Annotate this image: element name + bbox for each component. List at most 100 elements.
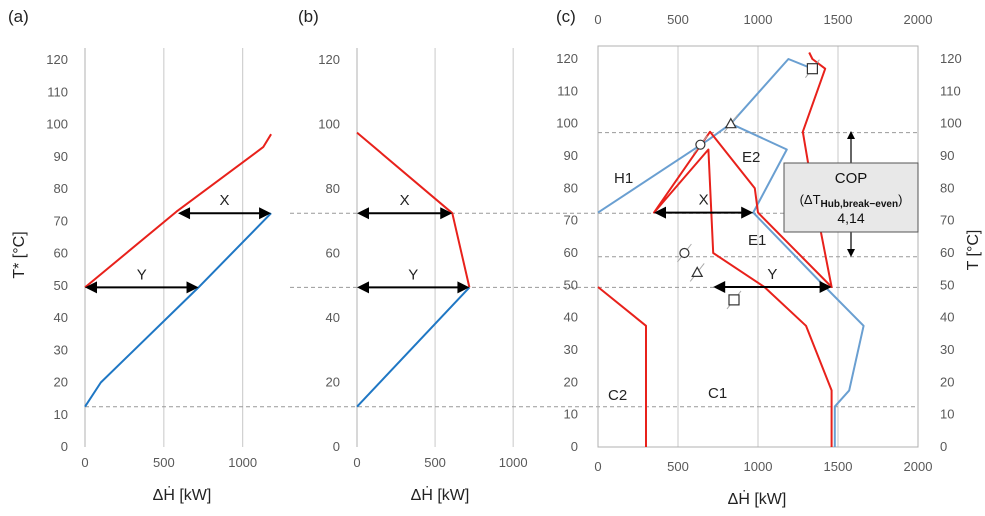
y-tick-a-4: 40 [54, 310, 68, 325]
arrow-head-right-b-0 [440, 207, 453, 220]
y-tick-a-0: 0 [61, 439, 68, 454]
cop-condition: (ΔTHub,break−even) [800, 192, 903, 210]
series-line-a-0 [84, 133, 272, 289]
marker-circle-2 [695, 139, 706, 150]
x2-tick-c-0: 0 [594, 12, 601, 27]
arrow-label-a-0: X [220, 192, 230, 209]
arrow-label-c-0: X [699, 192, 709, 209]
y-axis-title-left: T* [°C] [11, 231, 28, 278]
x2-tick-c-1: 500 [667, 12, 689, 27]
frame-layer [84, 45, 919, 448]
series-line-c-3 [597, 286, 647, 447]
marker-circle-3 [679, 247, 690, 259]
series-layer [84, 52, 865, 447]
x-tick-b-1: 500 [424, 455, 446, 470]
series-line-c-1 [730, 122, 865, 447]
cop-box [783, 162, 919, 233]
marker-triangle-4 [691, 266, 704, 277]
y2-tick-c-3: 30 [940, 342, 954, 357]
y-tick-a-6: 60 [54, 246, 68, 261]
arrow-head-right-b-1 [457, 281, 470, 294]
region-label-c1: C1 [708, 385, 727, 402]
arrow-head-left-b-1 [357, 281, 369, 294]
arrow-head-right-a-0 [259, 207, 272, 220]
arrow-head-right-c-1 [819, 280, 832, 293]
x-tick-c-4: 2000 [904, 459, 933, 474]
region-label-e2: E2 [742, 149, 760, 166]
y-tick-c-12: 120 [556, 51, 578, 66]
y-tick-b-1: 20 [326, 375, 340, 390]
arrow-head-left-c-1 [713, 280, 726, 293]
y2-tick-c-9: 90 [940, 148, 954, 163]
x-tick-c-2: 1000 [744, 459, 773, 474]
y2-tick-c-4: 40 [940, 310, 954, 325]
y2-tick-c-7: 70 [940, 213, 954, 228]
cop-title: COP [835, 170, 868, 187]
y-tick-b-5: 100 [318, 117, 340, 132]
y-tick-b-3: 60 [326, 246, 340, 261]
x-tick-a-2: 1000 [228, 455, 257, 470]
y-tick-a-3: 30 [54, 342, 68, 357]
y-tick-a-1: 10 [54, 407, 68, 422]
y-tick-c-9: 90 [564, 148, 578, 163]
arrow-head-left-a-0 [178, 207, 191, 220]
y2-tick-c-1: 10 [940, 407, 954, 422]
arrow-head-left-a-1 [85, 281, 97, 294]
series-line-c-2 [653, 52, 833, 447]
arrow-label-b-1: Y [408, 266, 418, 283]
y-tick-b-0: 0 [333, 439, 340, 454]
x-tick-a-0: 0 [81, 455, 88, 470]
marker-square-5 [728, 294, 740, 306]
x-tick-a-1: 500 [153, 455, 175, 470]
panel-label-c: (c) [556, 7, 576, 26]
arrow-head-right-a-1 [186, 281, 199, 294]
arrow-label-c-1: Y [767, 266, 777, 283]
marker-square-0 [806, 63, 819, 75]
x-tick-b-2: 1000 [499, 455, 528, 470]
grid-layer [84, 46, 919, 447]
cop-condition-open: (ΔT [800, 192, 821, 207]
y-tick-c-11: 110 [557, 83, 578, 98]
y-tick-a-7: 70 [54, 213, 68, 228]
x2-tick-c-2: 1000 [744, 12, 773, 27]
y-tick-c-4: 40 [564, 310, 578, 325]
arrow-head-left-b-0 [357, 207, 369, 220]
y-tick-c-6: 60 [564, 245, 578, 260]
y-tick-a-8: 80 [54, 181, 68, 196]
x-axis-title-c: ΔḢ [kW] [728, 489, 787, 508]
x-tick-c-0: 0 [594, 459, 601, 474]
region-label-c2: C2 [608, 387, 627, 404]
y-tick-b-2: 40 [326, 310, 340, 325]
y-tick-c-7: 70 [564, 213, 578, 228]
y2-tick-c-6: 60 [940, 245, 954, 260]
series-line-a-1 [84, 212, 272, 408]
series-line-c-0 [597, 58, 813, 214]
cop-value: 4,14 [837, 210, 864, 226]
y-tick-b-6: 120 [318, 52, 340, 67]
x2-tick-c-3: 1500 [824, 12, 853, 27]
y2-tick-c-0: 0 [940, 439, 947, 454]
y-tick-b-4: 80 [326, 181, 340, 196]
y2-tick-c-8: 80 [940, 180, 954, 195]
x-tick-c-3: 1500 [824, 459, 853, 474]
y-tick-a-5: 50 [54, 278, 68, 293]
series-line-b-0 [356, 131, 471, 288]
x2-tick-c-4: 2000 [904, 12, 933, 27]
arrow-label-b-0: X [400, 192, 410, 209]
y-tick-c-2: 20 [564, 374, 578, 389]
arrow-label-a-1: Y [137, 266, 147, 283]
x-axis-title-b: ΔḢ [kW] [411, 485, 470, 504]
x-tick-b-0: 0 [353, 455, 360, 470]
cop-condition-close: ) [898, 192, 902, 207]
dimension-arrows: X Y X Y X Y [85, 192, 832, 294]
y-tick-a-10: 100 [46, 117, 68, 132]
x-tick-c-1: 500 [667, 459, 689, 474]
y2-tick-c-10: 100 [940, 116, 962, 131]
dashed-guides [85, 132, 918, 408]
y-tick-c-1: 10 [564, 407, 578, 422]
panel-label-a: (a) [8, 7, 29, 26]
y-tick-c-5: 50 [564, 277, 578, 292]
y-axis-title-right: T [°C] [965, 230, 982, 271]
y2-tick-c-11: 110 [940, 83, 961, 98]
